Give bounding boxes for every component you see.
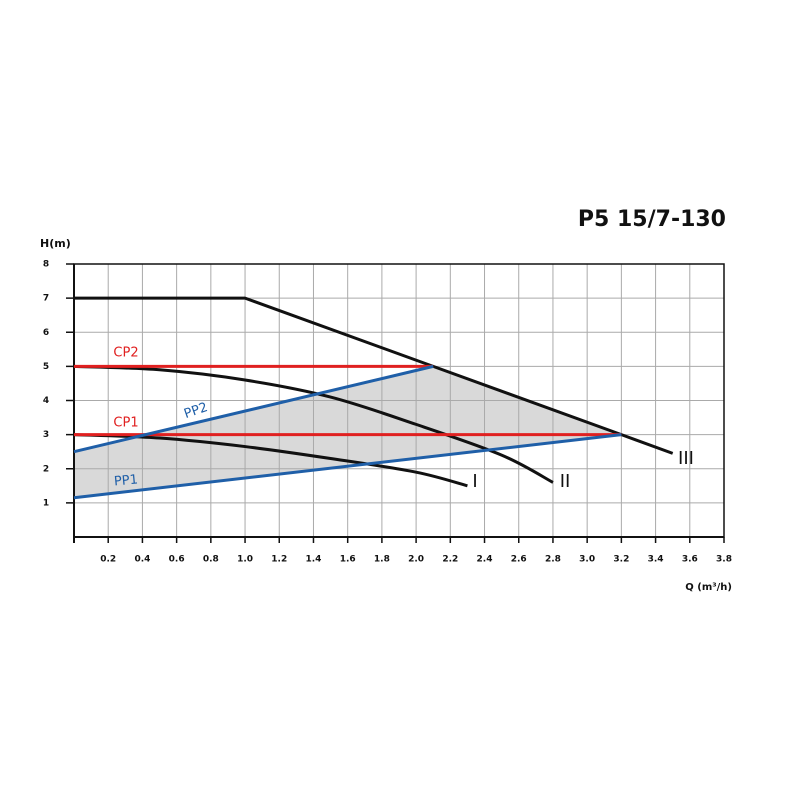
x-tick-label: 2.0 — [408, 555, 424, 565]
series-label: I — [472, 471, 477, 492]
y-tick-label: 8 — [43, 260, 49, 270]
y-tick-label: 1 — [43, 498, 49, 508]
chart-title: P5 15/7-130 — [578, 207, 726, 232]
x-tick-label: 2.6 — [511, 555, 527, 565]
x-axis-label: Q (m³/h) — [685, 582, 732, 593]
x-tick-label: 3.6 — [682, 555, 698, 565]
x-tick-label: 0.2 — [100, 555, 116, 565]
series-label: PP2 — [182, 400, 210, 422]
x-tick-label: 3.8 — [716, 555, 732, 565]
series-line — [73, 364, 434, 454]
y-axis-label: H(m) — [40, 237, 71, 250]
series-line — [74, 296, 674, 455]
y-tick-label: 5 — [43, 362, 49, 372]
y-tick-label: 4 — [43, 396, 49, 406]
x-tick-label: 2.2 — [442, 555, 458, 565]
series-line — [73, 364, 554, 484]
series-line — [73, 433, 622, 500]
x-tick-label: 0.4 — [134, 555, 150, 565]
x-tick-label: 2.8 — [545, 555, 561, 565]
series-label: CP2 — [113, 346, 138, 361]
x-tick-label: 0.8 — [203, 555, 219, 565]
series-label: PP1 — [113, 472, 138, 489]
series-label: II — [560, 471, 571, 492]
y-tick-label: 2 — [43, 464, 49, 474]
x-tick-label: 2.4 — [477, 555, 493, 565]
x-tick-label: 1.0 — [237, 555, 253, 565]
x-tick-label: 0.6 — [169, 555, 185, 565]
x-tick-label: 3.2 — [613, 555, 629, 565]
y-tick-label: 7 — [43, 294, 49, 304]
y-tick-label: 6 — [43, 328, 49, 338]
x-tick-label: 1.8 — [374, 555, 390, 565]
x-tick-label: 3.0 — [579, 555, 595, 565]
x-tick-label: 3.4 — [648, 555, 664, 565]
x-tick-label: 1.4 — [305, 555, 321, 565]
x-tick-label: 1.6 — [340, 555, 356, 565]
x-tick-label: 1.2 — [271, 555, 287, 565]
series-label: III — [678, 448, 694, 469]
series-label: CP1 — [113, 416, 138, 431]
series-line — [73, 433, 468, 488]
y-tick-label: 3 — [43, 430, 49, 440]
